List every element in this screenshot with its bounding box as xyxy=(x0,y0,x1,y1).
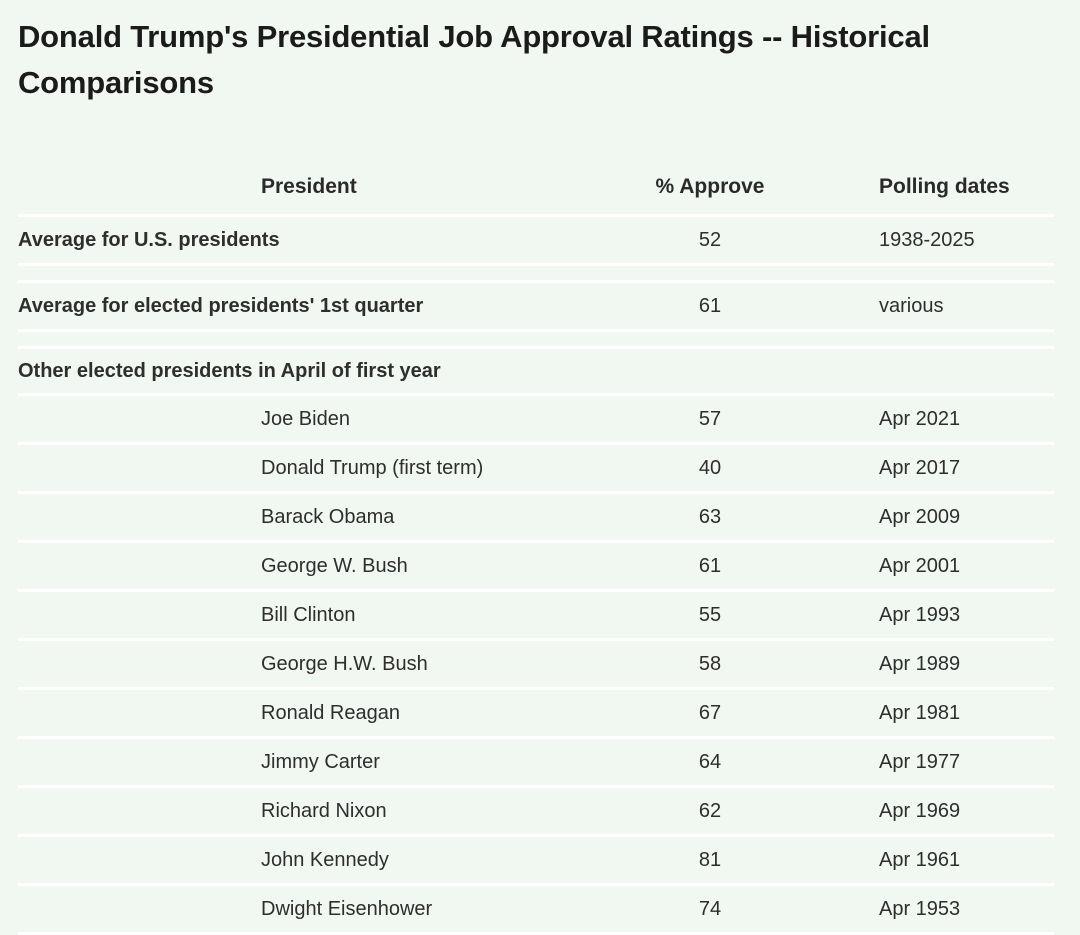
table-header-row: President % Approve Polling dates xyxy=(18,160,1054,217)
page-title: Donald Trump's Presidential Job Approval… xyxy=(18,19,930,100)
summary-row-first-quarter: Average for elected presidents' 1st quar… xyxy=(18,281,1054,332)
table-row: George H.W. Bush 58 Apr 1989 xyxy=(18,639,1054,690)
group-header-row: Other elected presidents in April of fir… xyxy=(18,347,1054,396)
approval-table: President % Approve Polling dates Averag… xyxy=(18,160,1054,935)
table-row: John Kennedy 81 Apr 1961 xyxy=(18,835,1054,886)
row-divider xyxy=(18,264,1054,283)
summary-approve: 61 xyxy=(611,281,861,332)
header-spacer xyxy=(18,160,261,217)
approve-value: 61 xyxy=(611,541,861,592)
approve-value: 63 xyxy=(611,492,861,543)
approve-value: 58 xyxy=(611,639,861,690)
summary-label: Average for U.S. presidents xyxy=(18,215,611,266)
president-name: Joe Biden xyxy=(261,394,611,445)
approve-value: 67 xyxy=(611,688,861,739)
president-name: Barack Obama xyxy=(261,492,611,543)
president-name: Bill Clinton xyxy=(261,590,611,641)
summary-approve: 52 xyxy=(611,215,861,266)
approval-table-container: President % Approve Polling dates Averag… xyxy=(18,160,1054,935)
table-row: Joe Biden 57 Apr 2021 xyxy=(18,394,1054,445)
header-polling-dates: Polling dates xyxy=(861,160,1054,217)
president-name: Jimmy Carter xyxy=(261,737,611,788)
president-name: Donald Trump (first term) xyxy=(261,443,611,494)
approve-value: 57 xyxy=(611,394,861,445)
group-label: Other elected presidents in April of fir… xyxy=(18,347,1054,396)
polling-date: Apr 1981 xyxy=(861,688,1054,739)
president-name: George W. Bush xyxy=(261,541,611,592)
table-row: Dwight Eisenhower 74 Apr 1953 xyxy=(18,884,1054,935)
summary-label: Average for elected presidents' 1st quar… xyxy=(18,281,611,332)
summary-row-average-all: Average for U.S. presidents 52 1938-2025 xyxy=(18,215,1054,266)
table-row: Bill Clinton 55 Apr 1993 xyxy=(18,590,1054,641)
table-row: Jimmy Carter 64 Apr 1977 xyxy=(18,737,1054,788)
approve-value: 74 xyxy=(611,884,861,935)
table-row: Barack Obama 63 Apr 2009 xyxy=(18,492,1054,543)
president-name: Ronald Reagan xyxy=(261,688,611,739)
summary-dates: 1938-2025 xyxy=(861,215,1054,266)
summary-dates: various xyxy=(861,281,1054,332)
row-divider xyxy=(18,330,1054,349)
polling-date: Apr 1969 xyxy=(861,786,1054,837)
president-name: George H.W. Bush xyxy=(261,639,611,690)
approve-value: 55 xyxy=(611,590,861,641)
president-name: John Kennedy xyxy=(261,835,611,886)
polling-date: Apr 2009 xyxy=(861,492,1054,543)
table-row: Ronald Reagan 67 Apr 1981 xyxy=(18,688,1054,739)
polling-date: Apr 1953 xyxy=(861,884,1054,935)
president-name: Richard Nixon xyxy=(261,786,611,837)
table-row: Richard Nixon 62 Apr 1969 xyxy=(18,786,1054,837)
table-row: George W. Bush 61 Apr 2001 xyxy=(18,541,1054,592)
approve-value: 40 xyxy=(611,443,861,494)
approve-value: 81 xyxy=(611,835,861,886)
polling-date: Apr 1993 xyxy=(861,590,1054,641)
polling-date: Apr 2001 xyxy=(861,541,1054,592)
polling-date: Apr 1989 xyxy=(861,639,1054,690)
polling-date: Apr 1961 xyxy=(861,835,1054,886)
polling-date: Apr 1977 xyxy=(861,737,1054,788)
approve-value: 62 xyxy=(611,786,861,837)
president-name: Dwight Eisenhower xyxy=(261,884,611,935)
polling-date: Apr 2021 xyxy=(861,394,1054,445)
header-approve: % Approve xyxy=(611,160,861,217)
table-row: Donald Trump (first term) 40 Apr 2017 xyxy=(18,443,1054,494)
header-president: President xyxy=(261,160,611,217)
polling-date: Apr 2017 xyxy=(861,443,1054,494)
approve-value: 64 xyxy=(611,737,861,788)
